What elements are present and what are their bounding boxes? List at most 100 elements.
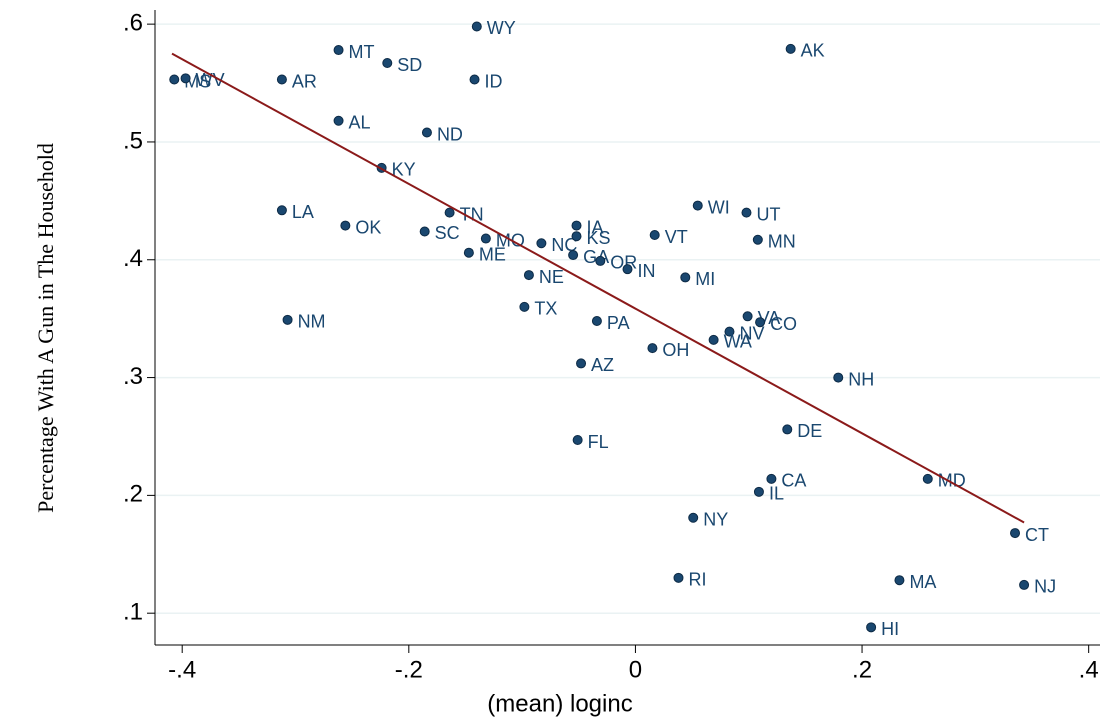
point-label: IA	[587, 217, 604, 237]
point	[741, 207, 752, 218]
point	[471, 21, 482, 32]
point-label: NM	[298, 312, 326, 332]
point	[340, 220, 351, 231]
point	[523, 270, 534, 281]
y-tick-label: .4	[123, 245, 143, 272]
point	[894, 575, 905, 586]
point	[922, 473, 933, 484]
point-label: NJ	[1034, 577, 1056, 597]
point-label: UT	[756, 204, 780, 224]
point-label: CA	[781, 471, 806, 491]
point-label: NH	[848, 369, 874, 389]
point	[333, 45, 344, 56]
point	[649, 230, 660, 241]
point	[673, 572, 684, 583]
point-label: GA	[583, 247, 609, 267]
point-label: KS	[587, 228, 611, 248]
point-label: WY	[487, 18, 516, 38]
y-tick-label: .1	[123, 599, 143, 626]
point	[536, 238, 547, 249]
point	[180, 73, 191, 84]
point-label: OH	[662, 340, 689, 360]
point	[708, 334, 719, 345]
point-label: OK	[355, 217, 381, 237]
x-tick-label: .2	[852, 656, 872, 683]
point	[591, 316, 602, 327]
point-label: CT	[1025, 525, 1049, 545]
y-tick-label: .5	[123, 127, 143, 154]
point-label: WI	[708, 197, 730, 217]
point-label: SD	[397, 55, 422, 75]
point	[833, 372, 844, 383]
point	[480, 233, 491, 244]
point-label: DE	[797, 421, 822, 441]
point-label: AL	[349, 112, 371, 132]
point-label: NC	[551, 235, 577, 255]
point-label: WA	[724, 332, 752, 352]
point-label: IN	[638, 261, 656, 281]
point-label: CO	[770, 314, 797, 334]
point-label: TN	[460, 204, 484, 224]
y-tick-label: .6	[123, 9, 143, 36]
point-label: AZ	[591, 355, 614, 375]
point	[1019, 579, 1030, 590]
y-tick-label: .2	[123, 481, 143, 508]
point	[421, 127, 432, 138]
point	[766, 473, 777, 484]
point	[419, 226, 430, 237]
point-label: ND	[437, 124, 463, 144]
point-label: ID	[485, 71, 503, 91]
point	[688, 512, 699, 523]
point-label: NE	[539, 267, 564, 287]
point-label: MN	[768, 231, 796, 251]
point	[595, 255, 606, 266]
x-tick-label: -.4	[168, 656, 196, 683]
point-label: PA	[607, 313, 630, 333]
point-label: KY	[392, 160, 416, 180]
point-label: IL	[769, 484, 784, 504]
y-tick-label: .3	[123, 363, 143, 390]
point	[752, 234, 763, 245]
point-label: TX	[534, 299, 557, 319]
x-tick-label: .4	[1079, 656, 1099, 683]
point-label: WV	[196, 70, 225, 90]
point-label: MI	[695, 269, 715, 289]
point-label: HI	[881, 619, 899, 639]
point	[755, 317, 766, 328]
point	[571, 220, 582, 231]
x-tick-label: 0	[629, 656, 642, 683]
point	[782, 424, 793, 435]
point	[276, 74, 287, 85]
point-label: LA	[292, 202, 314, 222]
point	[463, 247, 474, 258]
point	[742, 311, 753, 322]
point-label: AK	[801, 41, 825, 61]
point	[571, 231, 582, 242]
point	[572, 435, 583, 446]
point	[753, 486, 764, 497]
point	[444, 207, 455, 218]
point-label: MS	[184, 71, 211, 91]
point-label: AR	[292, 71, 317, 91]
point	[333, 115, 344, 126]
point	[680, 272, 691, 283]
y-axis-title: Percentage With A Gun in The Household	[33, 143, 58, 513]
x-tick-label: -.2	[395, 656, 423, 683]
point	[382, 58, 393, 69]
point	[647, 343, 658, 354]
point	[276, 205, 287, 216]
point-label: NY	[703, 510, 728, 530]
point	[724, 326, 735, 337]
x-axis-title: (mean) loginc	[487, 690, 632, 717]
point	[568, 250, 579, 261]
point-label: MA	[909, 572, 936, 592]
point	[692, 200, 703, 211]
point	[1010, 528, 1021, 539]
point-label: FL	[588, 432, 609, 452]
point-label: MT	[349, 42, 375, 62]
point	[519, 301, 530, 312]
point	[169, 74, 180, 85]
point	[866, 622, 877, 633]
point	[576, 358, 587, 369]
